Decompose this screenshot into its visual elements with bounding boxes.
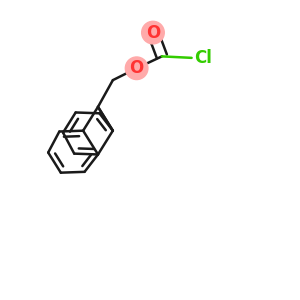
Circle shape: [125, 57, 148, 80]
Text: Cl: Cl: [194, 49, 212, 67]
Text: O: O: [130, 59, 144, 77]
Text: O: O: [146, 24, 160, 42]
Circle shape: [142, 21, 164, 44]
